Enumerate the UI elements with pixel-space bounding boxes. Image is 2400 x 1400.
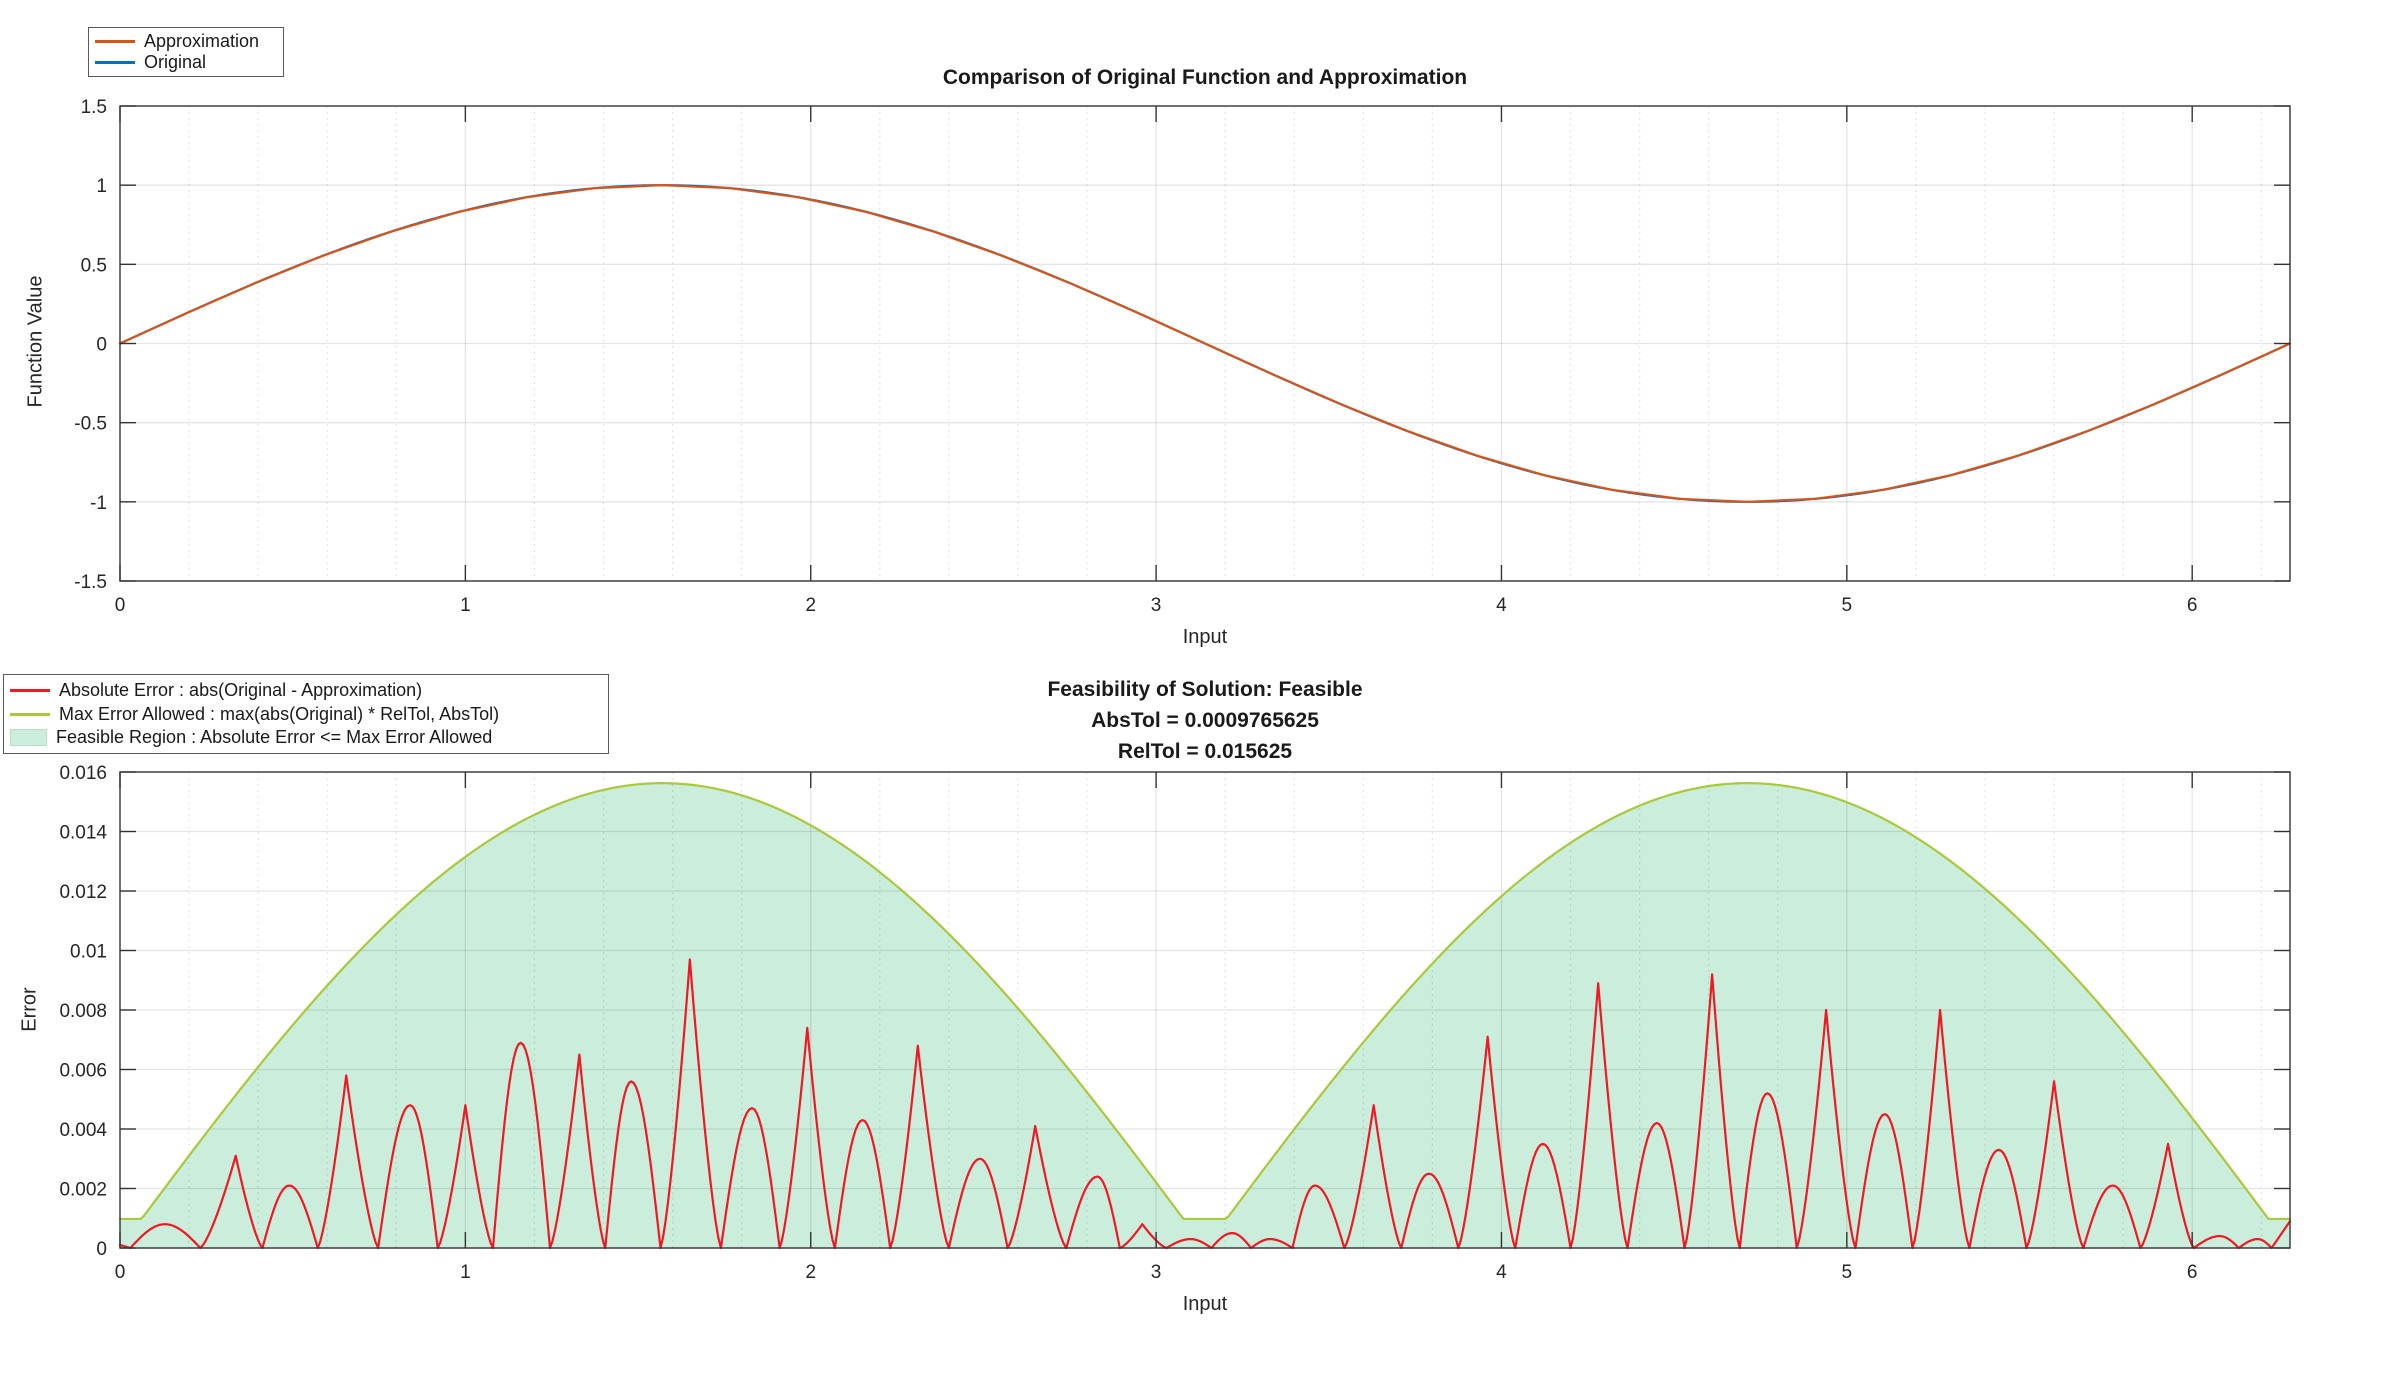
legend-label: Approximation bbox=[144, 30, 260, 51]
legend-line-swatch bbox=[10, 712, 50, 716]
max-error-curve bbox=[118, 782, 2292, 1221]
x-tick-label: 6 bbox=[2187, 1262, 2198, 1283]
y-tick-label: -1 bbox=[90, 493, 107, 514]
legend-label: Absolute Error : abs(Original - Approxim… bbox=[59, 679, 423, 700]
bottom-y-axis-label: Error bbox=[18, 987, 41, 1032]
x-tick-label: 0 bbox=[115, 1262, 126, 1283]
top-x-axis-label: Input bbox=[1182, 626, 1228, 648]
legend-patch-swatch bbox=[10, 729, 47, 747]
x-tick-label: 4 bbox=[1496, 595, 1507, 616]
y-tick-label: 1 bbox=[96, 176, 107, 197]
x-tick-label: 1 bbox=[460, 1262, 471, 1283]
x-tick-label: 1 bbox=[460, 595, 471, 616]
bottom-x-axis-label: Input bbox=[1182, 1293, 1228, 1315]
y-tick-label: 0.5 bbox=[81, 255, 107, 276]
y-tick-label: 0.016 bbox=[59, 763, 107, 784]
y-tick-label: 0.014 bbox=[59, 823, 107, 844]
feasibility-status-line: Feasibility of Solution: Feasible bbox=[1047, 678, 1363, 701]
legend-item: Absolute Error : abs(Original - Approxim… bbox=[10, 680, 602, 701]
x-tick-label: 0 bbox=[115, 595, 126, 616]
legend-line-swatch bbox=[10, 688, 50, 692]
x-tick-label: 6 bbox=[2187, 595, 2198, 616]
x-tick-label: 5 bbox=[1842, 595, 1853, 616]
legend-item: Approximation bbox=[95, 31, 277, 52]
x-tick-label: 3 bbox=[1151, 1262, 1162, 1283]
y-tick-label: 0.012 bbox=[59, 882, 107, 903]
absolute-error-curve bbox=[118, 958, 2292, 1250]
y-tick-label: 0.006 bbox=[59, 1061, 107, 1082]
x-tick-label: 4 bbox=[1496, 1262, 1507, 1283]
bottom-legend: Absolute Error : abs(Original - Approxim… bbox=[3, 674, 609, 754]
legend-line-swatch bbox=[95, 61, 135, 65]
bottom-chart-title: Feasibility of Solution: Feasible AbsTol… bbox=[405, 674, 2005, 767]
legend-line-swatch bbox=[95, 39, 135, 43]
y-tick-label: 0.004 bbox=[59, 1120, 107, 1141]
top-y-axis-label: Function Value bbox=[24, 275, 47, 408]
abstol-line: AbsTol = 0.0009765625 bbox=[1091, 709, 1319, 732]
legend-label: Original bbox=[144, 52, 207, 73]
y-tick-label: 0 bbox=[96, 1239, 107, 1260]
approximation-curve bbox=[118, 184, 2292, 503]
y-tick-label: 0.008 bbox=[59, 1001, 107, 1022]
reltol-line: RelTol = 0.015625 bbox=[1117, 740, 1293, 763]
legend-label: Feasible Region : Absolute Error <= Max … bbox=[56, 727, 493, 748]
legend-label: Max Error Allowed : max(abs(Original) * … bbox=[59, 703, 500, 724]
legend-item: Feasible Region : Absolute Error <= Max … bbox=[10, 727, 602, 748]
y-tick-label: 0.002 bbox=[59, 1180, 107, 1201]
y-tick-label: 0 bbox=[96, 335, 107, 356]
feasible-region-fill bbox=[120, 783, 2290, 1248]
legend-item: Max Error Allowed : max(abs(Original) * … bbox=[10, 704, 602, 725]
x-tick-label: 2 bbox=[805, 1262, 816, 1283]
y-tick-label: -1.5 bbox=[74, 572, 107, 593]
legend-item: Original bbox=[95, 52, 277, 73]
top-legend: Approximation Original bbox=[88, 27, 284, 77]
x-tick-label: 3 bbox=[1151, 595, 1162, 616]
x-tick-label: 5 bbox=[1842, 1262, 1853, 1283]
x-tick-label: 2 bbox=[805, 595, 816, 616]
top-chart-title: Comparison of Original Function and Appr… bbox=[942, 66, 1468, 89]
y-tick-label: 1.5 bbox=[81, 97, 107, 118]
y-tick-label: -0.5 bbox=[74, 414, 107, 435]
y-tick-label: 0.01 bbox=[70, 942, 107, 963]
